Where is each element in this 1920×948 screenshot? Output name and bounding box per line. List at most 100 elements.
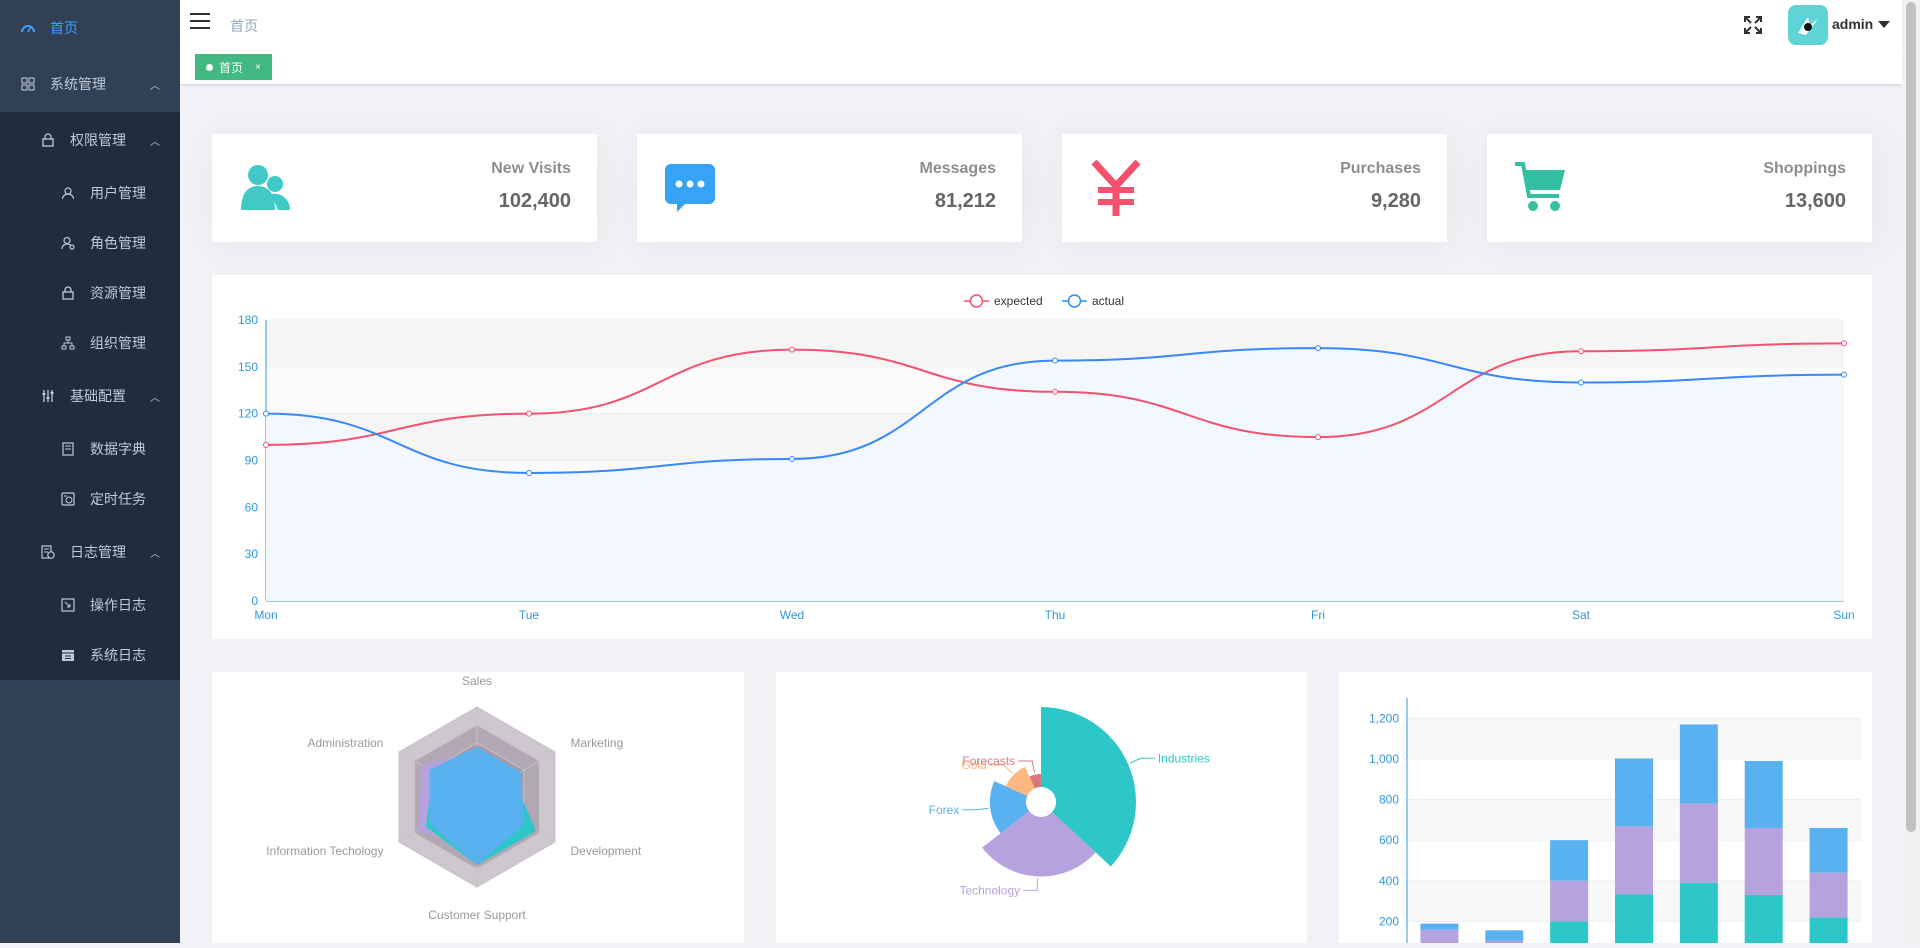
component-icon xyxy=(20,76,36,92)
x-tick-label: Thu xyxy=(1045,608,1066,622)
job-icon xyxy=(60,491,76,507)
pie-label-line xyxy=(1129,757,1155,764)
sidebar-item-home[interactable]: 首页 xyxy=(0,0,180,56)
bar-pageB xyxy=(1744,827,1783,895)
bar-pageC xyxy=(1615,758,1653,827)
card-title: Shoppings xyxy=(1763,160,1846,177)
y-tick-label: 1,000 xyxy=(1369,752,1399,766)
card-value: 102,400 xyxy=(498,190,571,212)
x-tick-label: Tue xyxy=(519,608,540,622)
sidebar-label-roles: 角色管理 xyxy=(90,235,146,251)
user-icon xyxy=(60,185,76,201)
data-point-actual xyxy=(526,469,532,476)
lock-icon xyxy=(60,285,76,301)
sidebar-item-resources[interactable]: 资源管理 xyxy=(0,268,180,318)
operation-log-icon xyxy=(60,597,76,613)
money-icon xyxy=(1088,159,1144,216)
tags-view: 首页 × xyxy=(180,50,1902,85)
vertical-scrollbar[interactable] xyxy=(1902,0,1920,943)
bar-pageB xyxy=(1550,880,1589,922)
data-point-expected xyxy=(789,346,795,353)
close-icon[interactable]: × xyxy=(255,61,261,73)
data-point-actual xyxy=(263,410,269,417)
bar-pageC xyxy=(1679,724,1718,804)
sidebar-item-orgs[interactable]: 组织管理 xyxy=(0,318,180,368)
avatar[interactable] xyxy=(1788,5,1828,45)
breadcrumb[interactable]: 首页 xyxy=(230,18,258,34)
data-point-expected xyxy=(1578,348,1584,355)
bar-pageB xyxy=(1615,826,1653,895)
data-point-expected xyxy=(1841,340,1847,347)
sidebar-label-orgs: 组织管理 xyxy=(90,335,146,351)
chevron-up-icon: ︿ xyxy=(150,136,160,148)
pie-label-line xyxy=(1018,760,1036,773)
sidebar-item-system[interactable]: 系统管理 ︿ xyxy=(0,56,180,112)
bar-pageC xyxy=(1744,760,1783,828)
bar-chart-panel: 200 400 600 800 1,000 1,200 xyxy=(1339,672,1872,948)
line-chart-panel: 0 30 60 90 120 150 180 Mon Tue Wed Thu Fri Sat Sun exp… xyxy=(212,275,1872,639)
y-tick-label: 200 xyxy=(1379,914,1399,928)
peoples-icon xyxy=(238,160,294,216)
bar-pageB xyxy=(1679,803,1718,883)
sidebar-item-oplog[interactable]: 操作日志 xyxy=(0,580,180,630)
bar-pageA xyxy=(1744,894,1783,948)
scrollbar-thumb[interactable] xyxy=(1906,2,1916,832)
sidebar-item-basic[interactable]: 基础配置 ︿ xyxy=(0,368,180,424)
pie-label-line xyxy=(1023,878,1039,891)
x-tick-label: Sat xyxy=(1572,608,1591,622)
data-point-expected xyxy=(1315,434,1321,441)
sidebar-label-jobs: 定时任务 xyxy=(90,491,146,507)
card-title: New Visits xyxy=(491,160,571,177)
bar-pageB xyxy=(1809,872,1848,918)
bar-pageA xyxy=(1679,882,1718,948)
y-tick-label: 150 xyxy=(238,360,258,374)
sidebar-item-logs[interactable]: 日志管理 ︿ xyxy=(0,524,180,580)
bar-pageA xyxy=(1615,894,1653,948)
card-shoppings[interactable]: Shoppings 13,600 xyxy=(1487,134,1872,242)
data-point-expected xyxy=(526,410,532,417)
sidebar-item-dict[interactable]: 数据字典 xyxy=(0,424,180,474)
x-tick-label: Fri xyxy=(1311,608,1325,622)
fullscreen-icon[interactable] xyxy=(1743,15,1763,35)
legend-marker xyxy=(969,294,984,308)
pie-chart-panel: Industries Technology Forex Gold Forecasts xyxy=(776,672,1307,943)
card-purchases[interactable]: Purchases 9,280 xyxy=(1062,134,1447,242)
dashboard-icon xyxy=(20,20,36,36)
sidebar-label-resources: 资源管理 xyxy=(90,285,146,301)
sidebar-label-syslog: 系统日志 xyxy=(90,647,146,663)
data-point-actual xyxy=(1052,357,1058,364)
bar-pageA xyxy=(1809,917,1848,948)
sidebar-item-roles[interactable]: 角色管理 xyxy=(0,218,180,268)
line-chart: 0 30 60 90 120 150 180 Mon Tue Wed Thu Fri Sat Sun exp… xyxy=(238,294,1855,622)
data-point-expected xyxy=(263,441,269,448)
y-tick-label: 90 xyxy=(245,454,259,468)
card-new-visits[interactable]: New Visits 102,400 xyxy=(212,134,597,242)
pie-label: Forecasts xyxy=(962,754,1015,768)
y-tick-label: 60 xyxy=(245,500,259,514)
hamburger-icon[interactable] xyxy=(190,13,210,33)
y-tick-label: 120 xyxy=(238,407,258,421)
pie-slice xyxy=(1005,766,1035,796)
tag-home[interactable]: 首页 × xyxy=(195,54,272,80)
bar-chart: 200 400 600 800 1,000 1,200 xyxy=(1369,698,1861,948)
pie-slice xyxy=(982,811,1096,877)
sidebar-item-permission[interactable]: 权限管理 ︿ xyxy=(0,112,180,168)
sidebar-label-system: 系统管理 xyxy=(50,76,106,92)
sidebar-label-permission: 权限管理 xyxy=(70,132,126,148)
sidebar-label-home: 首页 xyxy=(50,20,78,36)
y-tick-label: 1,200 xyxy=(1369,711,1399,725)
radar-label: Customer Support xyxy=(428,908,526,922)
sidebar-item-syslog[interactable]: 系统日志 xyxy=(0,630,180,680)
username[interactable]: admin xyxy=(1832,16,1874,32)
sidebar-item-users[interactable]: 用户管理 xyxy=(0,168,180,218)
sidebar-label-basic: 基础配置 xyxy=(70,388,126,404)
chevron-up-icon: ︿ xyxy=(150,392,160,404)
data-point-actual xyxy=(789,455,795,462)
caret-down-icon[interactable] xyxy=(1878,21,1890,28)
card-title: Messages xyxy=(919,160,997,177)
role-icon xyxy=(60,235,76,251)
card-messages[interactable]: Messages 81,212 xyxy=(637,134,1022,242)
bar-pageC xyxy=(1420,923,1459,930)
pie-slice xyxy=(989,781,1030,834)
sidebar-item-jobs[interactable]: 定时任务 xyxy=(0,474,180,524)
